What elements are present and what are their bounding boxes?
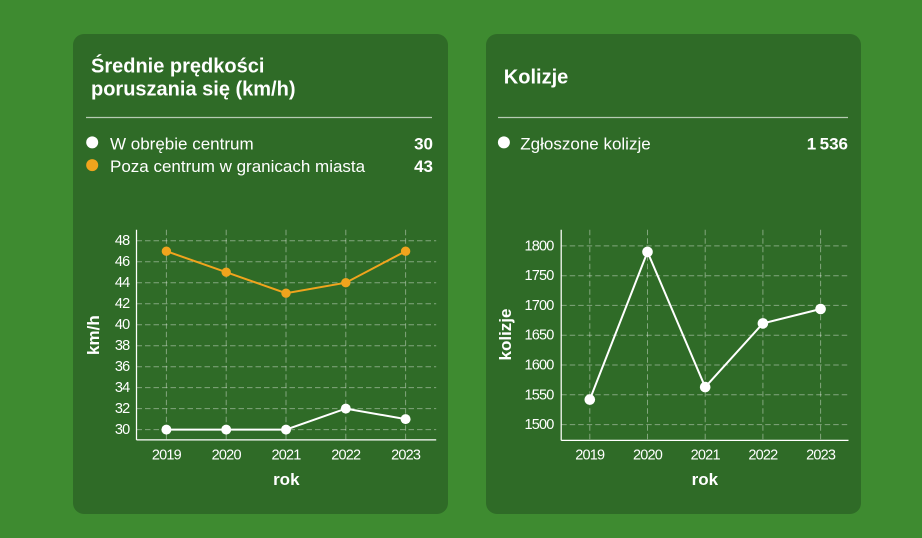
svg-text:30: 30 [414,134,433,153]
svg-text:42: 42 [115,296,130,312]
svg-text:2023: 2023 [391,448,421,464]
svg-text:W obrębie centrum: W obrębie centrum [110,134,254,153]
svg-text:rok: rok [273,470,300,489]
svg-text:46: 46 [115,254,130,270]
svg-text:36: 36 [115,359,130,375]
svg-text:30: 30 [115,422,130,438]
svg-text:2022: 2022 [331,448,361,464]
svg-text:kolizje: kolizje [496,309,515,361]
svg-text:34: 34 [115,380,130,396]
svg-text:1600: 1600 [524,358,554,374]
svg-text:2021: 2021 [271,448,301,464]
svg-text:2021: 2021 [691,448,721,464]
svg-text:Poza centrum w granicach miast: Poza centrum w granicach miasta [110,157,366,176]
svg-text:Zgłoszone kolizje: Zgłoszone kolizje [520,134,650,153]
svg-text:1500: 1500 [524,417,554,433]
svg-text:32: 32 [115,401,130,417]
svg-text:48: 48 [115,233,130,249]
svg-text:poruszania się (km/h): poruszania się (km/h) [91,78,296,100]
svg-text:44: 44 [115,275,130,291]
svg-text:38: 38 [115,338,130,354]
svg-text:2020: 2020 [212,448,242,464]
svg-text:2020: 2020 [633,448,663,464]
svg-text:2019: 2019 [575,448,605,464]
svg-text:40: 40 [115,317,130,333]
svg-text:1650: 1650 [524,328,554,344]
svg-text:2019: 2019 [152,448,182,464]
svg-text:2022: 2022 [748,448,778,464]
svg-text:Średnie prędkości: Średnie prędkości [91,53,264,77]
svg-text:1550: 1550 [524,387,554,403]
svg-text:km/h: km/h [84,315,103,355]
svg-text:1 536: 1 536 [807,134,848,153]
svg-text:2023: 2023 [806,448,836,464]
svg-text:1750: 1750 [524,268,554,284]
svg-text:1700: 1700 [524,298,554,314]
svg-text:1800: 1800 [524,238,554,254]
svg-text:43: 43 [414,157,433,176]
svg-text:rok: rok [692,470,719,489]
svg-text:Kolizje: Kolizje [504,67,568,89]
